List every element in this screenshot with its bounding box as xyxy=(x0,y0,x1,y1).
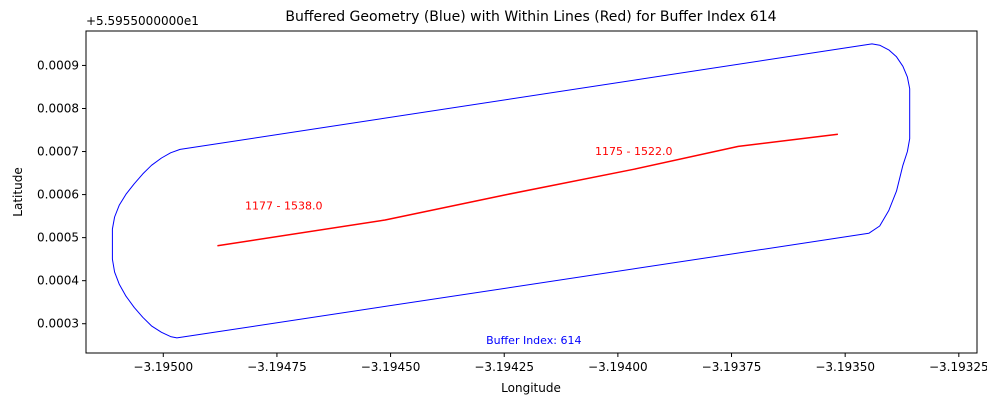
x-tick-label: −3.19350 xyxy=(815,360,875,374)
y-axis: 0.0003 0.0004 0.0005 0.0006 0.0007 0.0008 0.00… xyxy=(37,58,86,331)
annotations: 1177 - 1538.0 1175 - 1522.0 Buffer Index: … xyxy=(245,145,672,347)
y-offset-label: +5.5955000000e1 xyxy=(86,14,199,28)
x-axis: −3.19500 −3.19475 −3.19450 −3.19425 −3.19400… xyxy=(133,353,987,374)
x-tick-label: −3.19375 xyxy=(702,360,762,374)
x-tick-label: −3.19325 xyxy=(929,360,987,374)
y-tick-label: 0.0006 xyxy=(37,188,79,202)
y-tick-label: 0.0003 xyxy=(37,317,79,331)
annotation-label: 1175 - 1522.0 xyxy=(595,145,672,158)
annotation-label: Buffer Index: 614 xyxy=(486,334,581,347)
buffer-outline xyxy=(111,43,911,339)
plot-area xyxy=(111,43,911,339)
y-tick-label: 0.0008 xyxy=(37,101,79,115)
y-tick-label: 0.0005 xyxy=(37,231,79,245)
x-tick-label: −3.19450 xyxy=(361,360,421,374)
annotation-label: 1177 - 1538.0 xyxy=(245,199,322,212)
chart-title: Buffered Geometry (Blue) with Within Lin… xyxy=(285,9,776,25)
y-tick-label: 0.0004 xyxy=(37,274,79,288)
y-axis-label: Latitude xyxy=(11,167,25,216)
y-tick-label: 0.0007 xyxy=(37,145,79,159)
plot-frame xyxy=(85,30,978,354)
within-line xyxy=(217,133,838,247)
y-tick-label: 0.0009 xyxy=(37,58,79,72)
x-tick-label: −3.19500 xyxy=(133,360,193,374)
x-axis-label: Longitude xyxy=(501,381,561,395)
x-tick-label: −3.19475 xyxy=(247,360,307,374)
x-tick-label: −3.19400 xyxy=(588,360,648,374)
x-tick-label: −3.19425 xyxy=(474,360,534,374)
